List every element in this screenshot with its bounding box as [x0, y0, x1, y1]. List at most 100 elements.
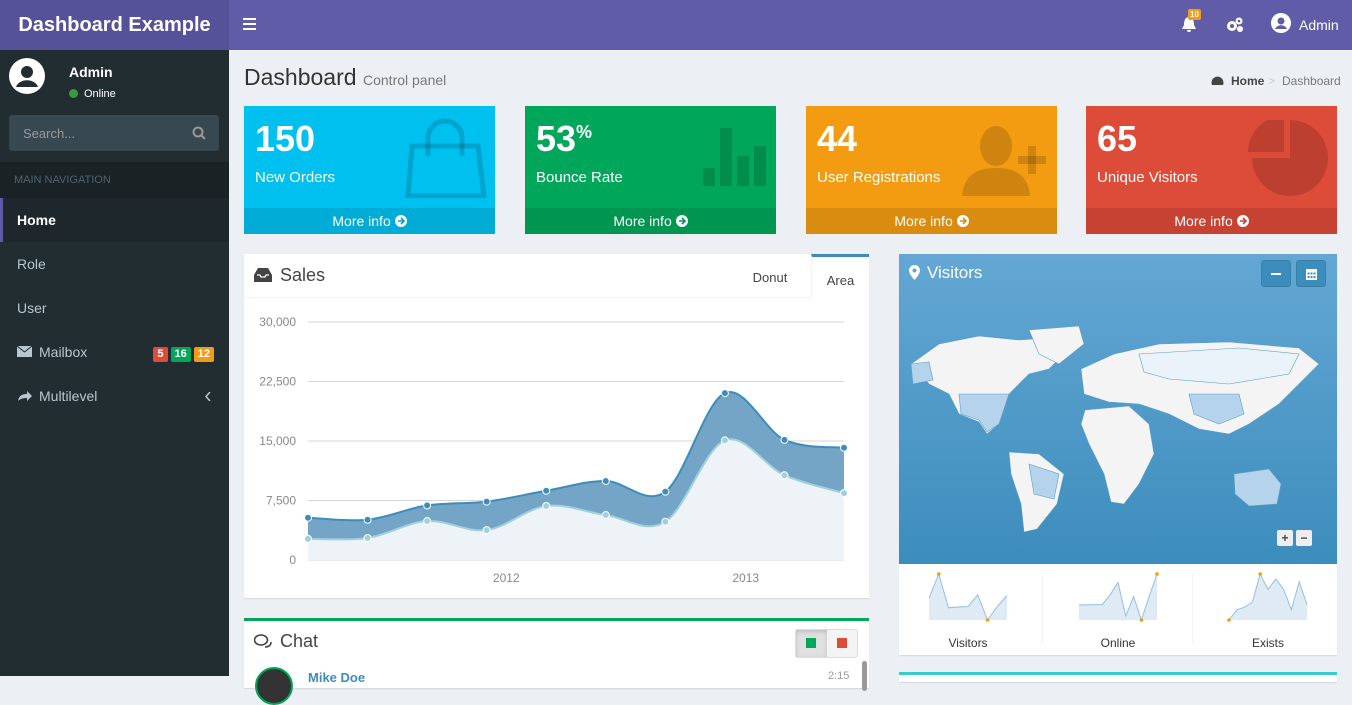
stat-icon: [962, 126, 1046, 196]
box-title: Sales: [280, 265, 326, 285]
breadcrumb-item[interactable]: Home: [1231, 74, 1265, 88]
search-box[interactable]: Search...: [9, 115, 219, 151]
world-map: [910, 325, 1320, 533]
more-info[interactable]: More info: [244, 208, 495, 234]
share-icon: [18, 391, 32, 401]
logo[interactable]: Dashboard Example: [0, 0, 229, 50]
sparkline-label: Exists: [1252, 636, 1284, 650]
menu-item[interactable]: User: [0, 286, 229, 330]
menu-item[interactable]: Mailbox 5 16 12: [0, 330, 229, 374]
zoom-out[interactable]: −: [1296, 530, 1312, 546]
data-point: [482, 526, 491, 535]
divider: [1192, 574, 1193, 644]
sparkline-label: Online: [1101, 636, 1136, 650]
zoom-in[interactable]: +: [1277, 530, 1293, 546]
data-point: [720, 389, 729, 398]
menu-label: Mailbox: [39, 344, 88, 360]
stat-icon: [1248, 120, 1328, 196]
arrow-icon: [675, 215, 688, 227]
dashboard-icon: [1211, 76, 1224, 85]
calendar-icon: [1306, 269, 1317, 280]
sparkline-dot: [985, 618, 990, 622]
data-point: [720, 436, 729, 445]
user-avatar[interactable]: [1271, 13, 1291, 33]
stat-value: 53: [536, 118, 577, 159]
y-tick-label: 22,500: [259, 375, 296, 389]
divider: [244, 297, 869, 298]
chat-name[interactable]: Mike Doe: [308, 670, 366, 685]
data-point: [780, 471, 789, 480]
box-title: Chat: [280, 631, 319, 651]
menu-label: Home: [17, 212, 56, 228]
stat-value: 53%: [536, 118, 592, 160]
next-box: [899, 672, 1337, 682]
marker-icon: [909, 265, 920, 280]
map-panel: Visitors + −: [899, 254, 1337, 564]
y-tick-label: 30,000: [259, 315, 296, 329]
data-point: [661, 487, 670, 496]
arrow-icon: [956, 215, 969, 227]
sparkline-label: Visitors: [948, 636, 987, 650]
search-icon[interactable]: [192, 126, 206, 140]
divider: [1042, 574, 1043, 644]
menu-item[interactable]: Role: [0, 242, 229, 286]
area-fill: [308, 439, 844, 560]
button[interactable]: [827, 630, 858, 657]
stat-label: New Orders: [255, 169, 336, 186]
box-title: Visitors: [927, 263, 983, 282]
tab[interactable]: Donut: [752, 270, 788, 285]
area-fill: [308, 392, 844, 540]
stat-box: 44 User Registrations More info: [806, 106, 1057, 234]
notifications-icon[interactable]: [1181, 16, 1197, 34]
chevron: [205, 392, 211, 401]
stat-icon: [703, 128, 766, 186]
calendar-button[interactable]: [1296, 260, 1326, 287]
australia: [1233, 468, 1282, 507]
alaska: [910, 361, 934, 385]
more-info[interactable]: More info: [1086, 208, 1337, 234]
stat-box: 65 Unique Visitors More info: [1086, 106, 1337, 234]
data-point: [423, 501, 432, 510]
data-point: [780, 435, 789, 444]
sparklines: Visitors Online Exists: [928, 572, 1308, 650]
collapse-button[interactable]: [1261, 260, 1291, 287]
data-point: [304, 513, 312, 522]
minus-icon: [1271, 273, 1281, 275]
stat-value: 150: [255, 118, 316, 159]
chat-box: Chat Mike Doe 2:15: [244, 618, 869, 705]
settings-icon[interactable]: [1226, 17, 1244, 33]
badge: 5: [153, 347, 168, 362]
arrow-icon: [394, 215, 407, 227]
status-dot: [69, 89, 78, 98]
africa: [1080, 405, 1155, 505]
red-square: [837, 638, 847, 648]
stat-label: Bounce Rate: [536, 169, 623, 186]
menu-item[interactable]: Multilevel: [0, 374, 229, 418]
stat-label: User Registrations: [817, 169, 941, 186]
data-point: [363, 533, 372, 542]
data-point: [542, 486, 551, 495]
badge: 16: [170, 347, 191, 362]
stat-unit: %: [576, 122, 593, 142]
button[interactable]: [796, 630, 827, 657]
more-info[interactable]: More info: [525, 208, 776, 234]
breadcrumb-separator: >: [1268, 74, 1276, 88]
more-info-label: More info: [894, 213, 953, 229]
y-tick-label: 0: [289, 553, 296, 567]
menu-item[interactable]: Home: [0, 198, 229, 242]
data-point: [601, 476, 610, 485]
stat-label: Unique Visitors: [1097, 169, 1198, 186]
sparkline-dot: [936, 572, 941, 576]
more-info[interactable]: More info: [806, 208, 1057, 234]
sparkline-dot: [1227, 618, 1231, 622]
russia: [1138, 347, 1300, 385]
breadcrumb-item: Dashboard: [1282, 74, 1341, 88]
tab[interactable]: Area: [811, 254, 869, 298]
user-name[interactable]: Admin: [1299, 17, 1339, 33]
menu-toggle[interactable]: [243, 18, 257, 31]
data-point: [661, 517, 670, 526]
user-avatar: [9, 58, 45, 94]
menu-label: Role: [17, 256, 46, 272]
more-info-label: More info: [1174, 213, 1233, 229]
chat-time: 2:15: [828, 670, 850, 682]
